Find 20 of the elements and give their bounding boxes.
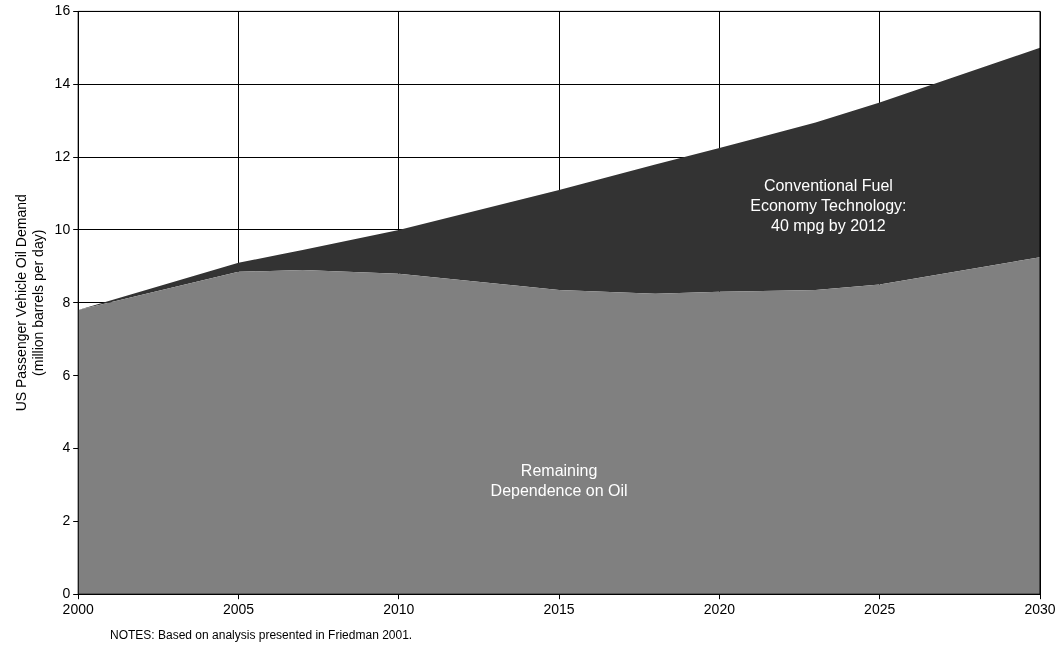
x-tick-label: 2005 xyxy=(222,601,255,618)
y-tick-label: 6 xyxy=(62,366,71,383)
x-tick-label: 2020 xyxy=(703,601,736,618)
y-tick-label: 0 xyxy=(62,585,71,602)
y-tick-label: 2 xyxy=(62,512,71,529)
series-label: Remaining Dependence on Oil xyxy=(490,461,628,499)
x-tick-label: 2010 xyxy=(383,601,415,618)
y-tick-label: 16 xyxy=(54,2,71,19)
series-label: Conventional Fuel Economy Technology: 40 mpg by 2012 xyxy=(750,176,907,234)
x-tick-label: 2030 xyxy=(1024,601,1056,618)
y-tick-label: 10 xyxy=(54,220,71,237)
x-tick-label: 2000 xyxy=(62,601,94,618)
y-tick-label: 4 xyxy=(62,439,71,456)
y-tick-label: 14 xyxy=(54,75,71,92)
x-tick-label: 2015 xyxy=(543,601,575,618)
text: NOTES: Based on analysis presented in Friedman 2001. xyxy=(110,628,413,642)
y-axis-title: US Passenger Vehicle Oil Demand (million barrels per day) xyxy=(13,194,47,412)
y-tick-label: 8 xyxy=(62,293,71,310)
x-tick-label: 2025 xyxy=(864,601,896,618)
y-tick-label: 12 xyxy=(54,147,71,164)
